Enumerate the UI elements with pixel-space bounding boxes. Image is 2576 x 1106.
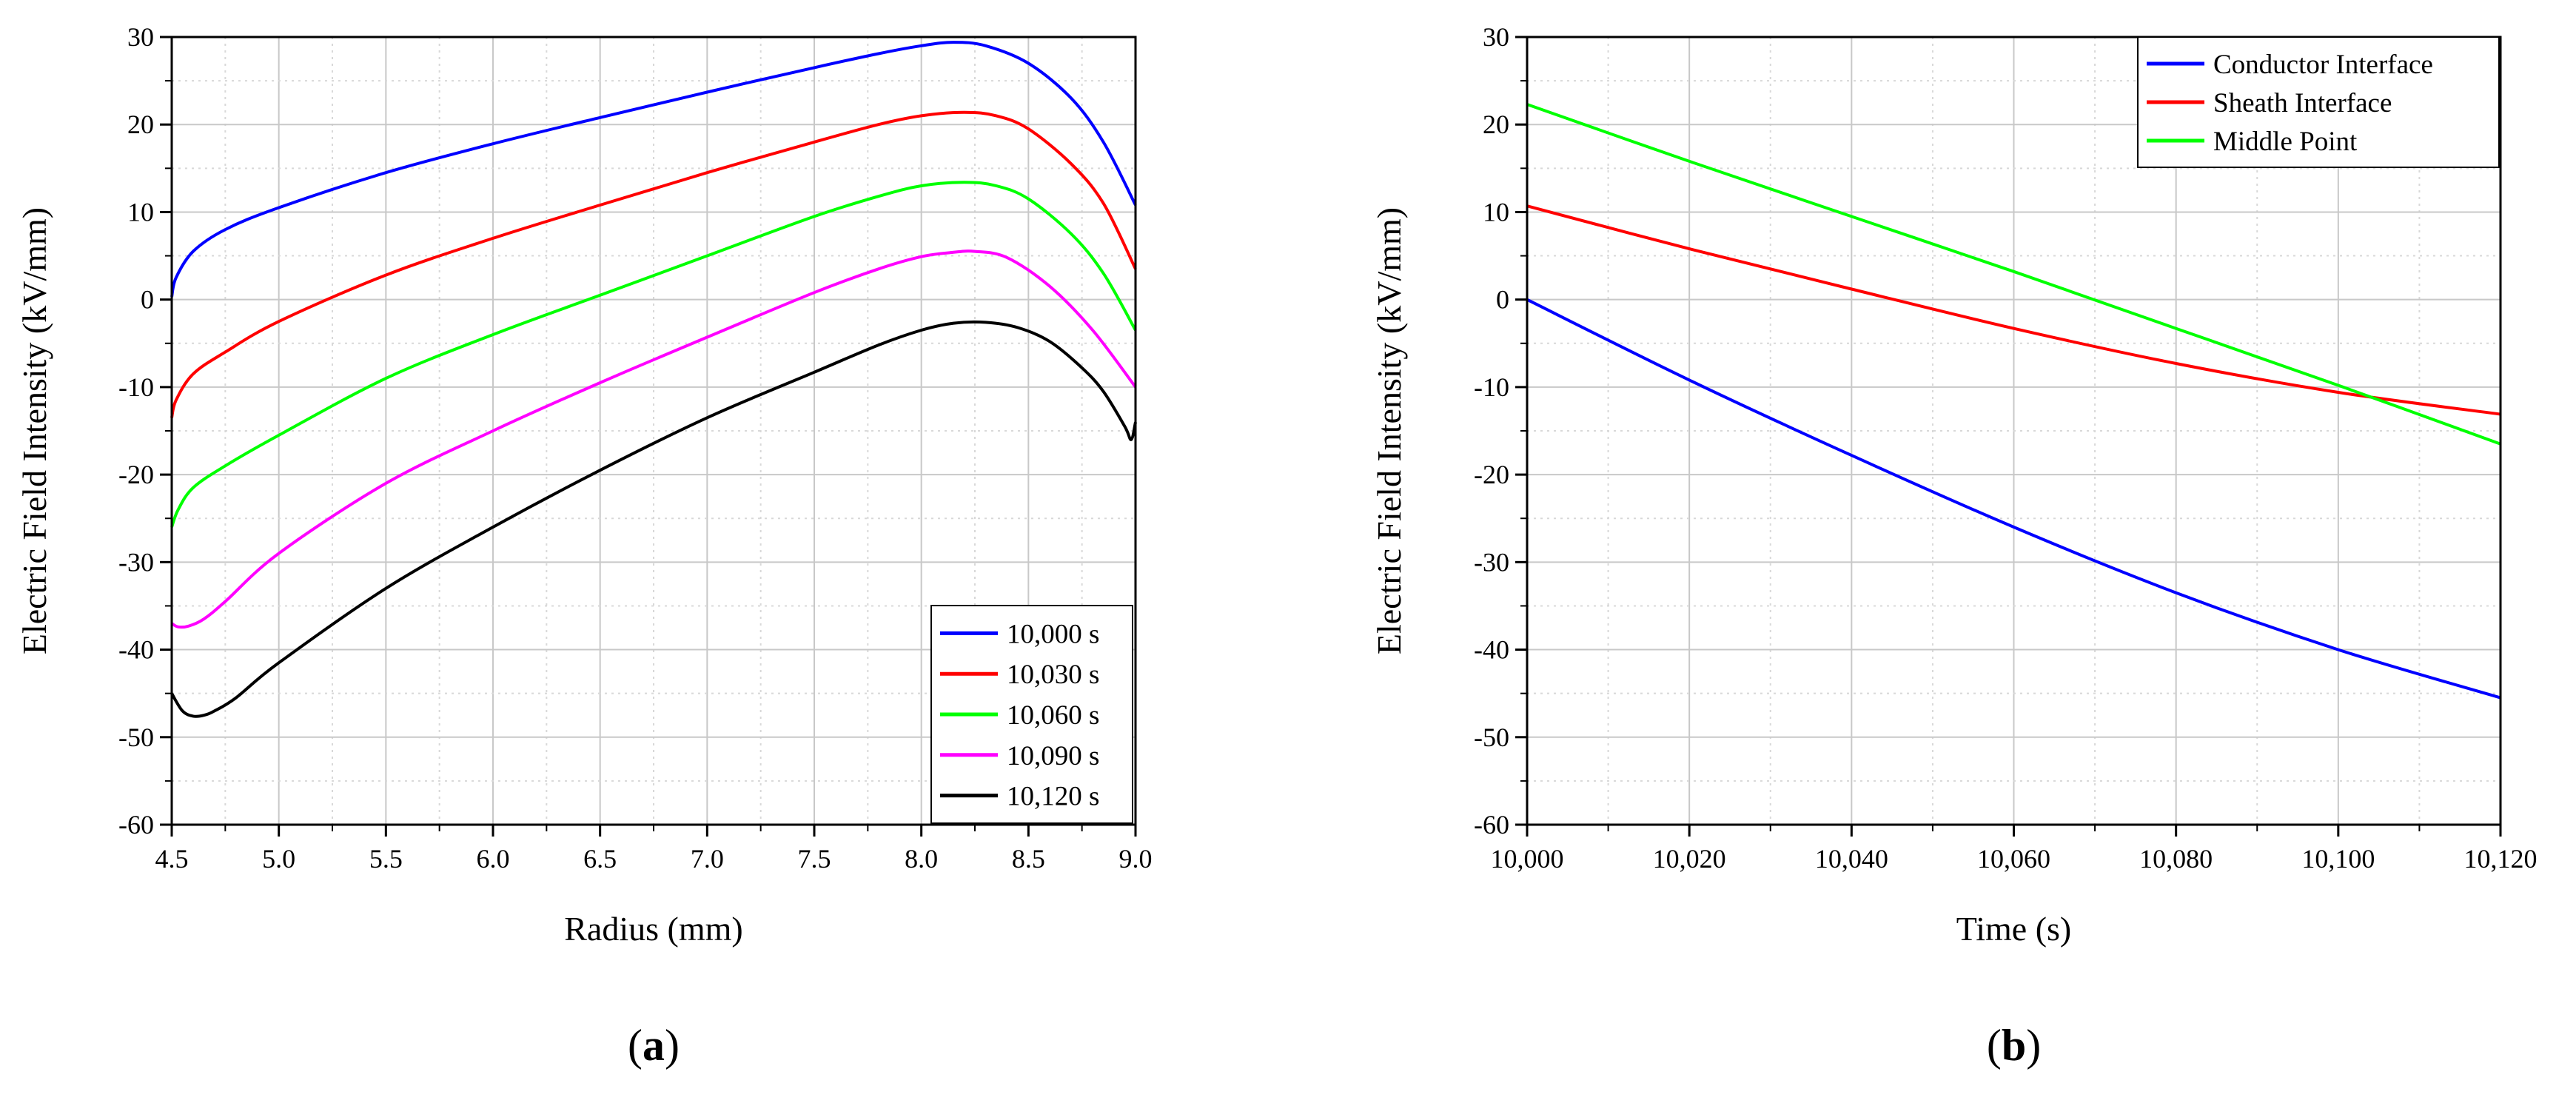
x-tick-label: 10,100: [2301, 844, 2375, 874]
y-tick-label: -40: [1474, 635, 1509, 665]
y-tick-label: -10: [118, 372, 154, 402]
x-tick-label: 5.0: [262, 844, 295, 874]
legend: 10,000 s 10,030 s 10,060 s 10,090 s 10,120 s: [930, 605, 1133, 824]
panel-label: (a): [628, 1021, 680, 1070]
x-tick-label: 10,040: [1815, 844, 1888, 874]
series-line-10-120-s: [170, 320, 1137, 718]
series-line-sheath-interface: [1526, 204, 2501, 416]
x-tick-label: 10,080: [2139, 844, 2213, 874]
y-tick-label: 20: [1483, 110, 1509, 139]
y-tick-label: -60: [1474, 810, 1509, 839]
x-tick-label: 6.5: [583, 844, 617, 874]
x-tick-label: 7.0: [691, 844, 724, 874]
x-tick-label: 8.0: [905, 844, 938, 874]
legend-entry-label: 10,120 s: [1007, 782, 1099, 812]
legend-entry-label: 10,090 s: [1007, 741, 1099, 771]
x-axis-label: Radius (mm): [564, 910, 742, 948]
series-line-10-030-s: [170, 110, 1137, 418]
y-tick-label: -50: [118, 723, 154, 752]
legend-entry-label: Sheath Interface: [2213, 88, 2392, 118]
y-tick-label: 30: [1483, 22, 1509, 52]
y-tick-label: 20: [127, 110, 154, 139]
y-tick-label: -30: [118, 547, 154, 577]
legend-entry-label: Middle Point: [2213, 127, 2358, 157]
x-tick-label: 8.5: [1012, 844, 1045, 874]
series-line-10-090-s: [170, 249, 1137, 629]
x-tick-label: 6.0: [477, 844, 510, 874]
x-tick-label: 7.5: [798, 844, 831, 874]
series-line-conductor-interface: [1526, 298, 2501, 700]
y-tick-label: -40: [118, 635, 154, 665]
series-line-10-060-s: [170, 181, 1137, 528]
legend-entry-label: 10,000 s: [1007, 619, 1099, 649]
x-tick-label: 5.5: [369, 844, 403, 874]
series-line-middle-point: [1526, 103, 2501, 446]
y-tick-label: -60: [118, 810, 154, 839]
chart-panel-b: 10,000 10,020 10,040 10,060 10,080 10,100 10,1…: [1370, 22, 2538, 1070]
x-tick-label: 10,060: [1977, 844, 2050, 874]
y-tick-label: 0: [141, 285, 154, 315]
x-tick-label: 9.0: [1119, 844, 1153, 874]
y-tick-label: -50: [1474, 723, 1509, 752]
y-axis-label: Electric Field Intensity (kV/mm): [16, 207, 53, 654]
y-axis-label: Electric Field Intensity (kV/mm): [1370, 207, 1408, 654]
y-tick-label: -20: [1474, 460, 1509, 489]
y-tick-label: -20: [118, 460, 154, 489]
x-axis-label: Time (s): [1956, 910, 2072, 948]
y-tick-label: -10: [1474, 372, 1509, 402]
y-tick-label: 0: [1496, 285, 1509, 315]
x-tick-label: 10,000: [1491, 844, 1564, 874]
legend: Conductor Interface Sheath Interface Middl…: [2137, 36, 2500, 168]
panel-label: (b): [1987, 1021, 2041, 1070]
y-tick-label: 10: [127, 197, 154, 227]
y-tick-label: 30: [127, 22, 154, 52]
y-tick-label: -30: [1474, 547, 1509, 577]
x-tick-label: 10,120: [2464, 844, 2538, 874]
y-tick-label: 10: [1483, 197, 1509, 227]
legend-entry-label: 10,060 s: [1007, 700, 1099, 731]
x-tick-label: 10,020: [1653, 844, 1726, 874]
series-line-10-000-s: [170, 41, 1137, 298]
legend-entry-label: Conductor Interface: [2213, 50, 2433, 80]
chart-panel-a: 4.5 5.0 5.5 6.0 6.5 7.0 7.5 8.0 8.5 9.0 -60 -50 -40 -…: [16, 22, 1153, 1070]
legend-entry-label: 10,030 s: [1007, 660, 1099, 690]
x-tick-label: 4.5: [155, 844, 189, 874]
